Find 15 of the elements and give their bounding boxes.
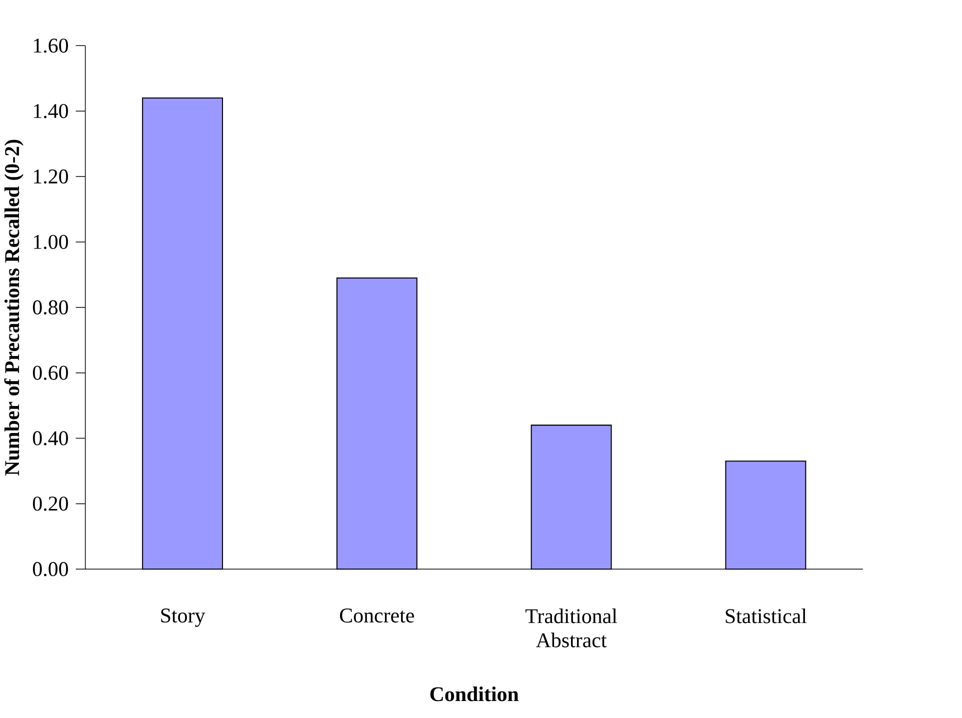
y-tick-label: 1.20 <box>34 170 68 184</box>
x-tick-label: Statistical <box>726 608 807 624</box>
y-tick-label: 0.60 <box>32 366 68 380</box>
x-axis-title: Condition <box>430 686 519 702</box>
y-tick-label: 1.60 <box>34 38 68 53</box>
x-tick-label: Traditional Abstract <box>526 608 618 648</box>
y-tick-label: 0.80 <box>32 300 68 315</box>
y-tick-label: 0.40 <box>32 431 68 446</box>
x-tick-label: Story <box>161 608 206 628</box>
y-tick-label: 1.00 <box>34 235 68 250</box>
y-axis-title: Number of Precautions Recalled (0-2) <box>4 140 24 476</box>
x-tick-label: Concrete <box>340 608 414 623</box>
y-tick-label: 0.00 <box>32 562 68 576</box>
y-tick-label: 0.20 <box>32 496 68 512</box>
y-tick-label: 1.40 <box>34 104 68 118</box>
